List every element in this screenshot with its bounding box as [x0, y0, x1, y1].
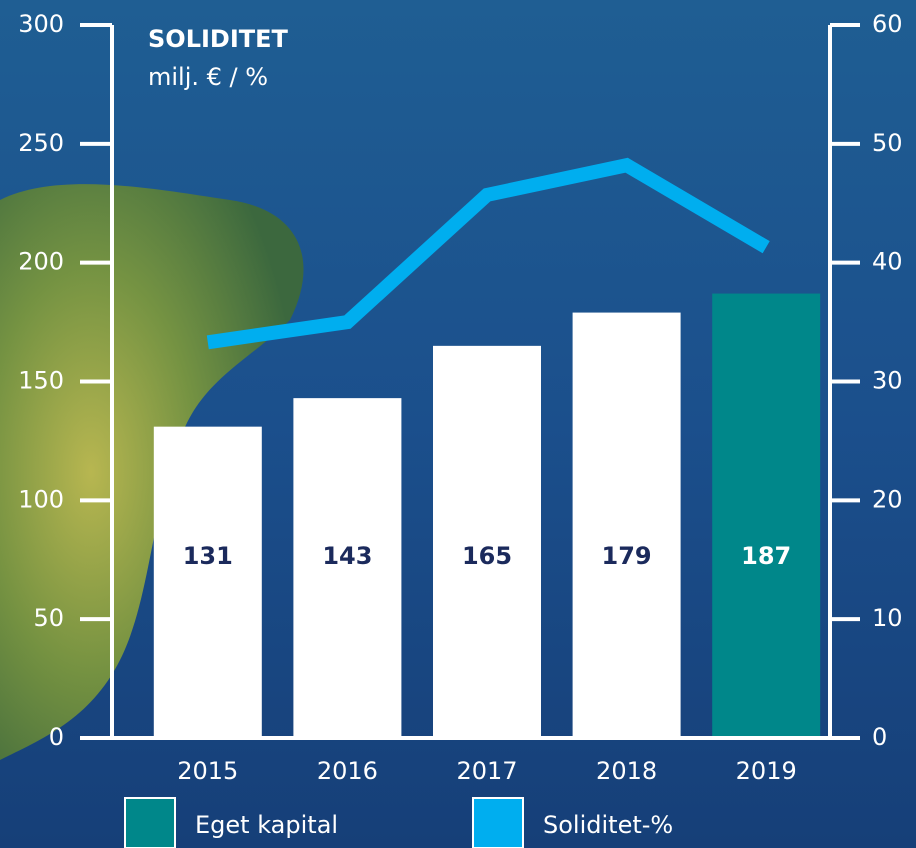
y-tick-label: 100 [18, 485, 64, 513]
bar-value-label: 143 [322, 542, 372, 570]
y-tick-label: 300 [18, 10, 64, 38]
x-tick-label: 2017 [456, 757, 517, 785]
chart-title: SOLIDITET [148, 25, 289, 53]
chart-subtitle: milj. € / % [148, 63, 268, 91]
legend-label: Soliditet-% [543, 811, 673, 839]
y2-tick-label: 10 [872, 604, 903, 632]
bar [433, 345, 541, 738]
bar [572, 312, 681, 738]
x-tick-label: 2018 [596, 757, 657, 785]
y2-tick-label: 60 [872, 10, 903, 38]
y-tick-label: 50 [33, 604, 64, 632]
y-tick-label: 0 [49, 723, 64, 751]
x-tick-label: 2016 [317, 757, 378, 785]
bar-value-label: 179 [602, 542, 652, 570]
x-tick-label: 2015 [177, 757, 238, 785]
legend-swatch [472, 797, 524, 848]
bar [293, 398, 402, 738]
bar-value-label: 131 [183, 542, 233, 570]
y-tick-label: 150 [18, 367, 64, 395]
y2-tick-label: 20 [872, 485, 903, 513]
y-tick-label: 200 [18, 248, 64, 276]
y2-tick-label: 40 [872, 248, 903, 276]
line-series [206, 157, 770, 350]
y2-tick-label: 0 [872, 723, 887, 751]
y2-tick-label: 50 [872, 129, 903, 157]
x-tick-label: 2019 [736, 757, 797, 785]
bar-value-label: 187 [741, 542, 791, 570]
bar [153, 426, 262, 738]
legend-label: Eget kapital [195, 811, 338, 839]
y2-tick-label: 30 [872, 367, 903, 395]
island-photo [0, 184, 304, 761]
bar [712, 293, 821, 738]
y-tick-label: 250 [18, 129, 64, 157]
bar-value-label: 165 [462, 542, 512, 570]
legend-swatch [124, 797, 176, 848]
